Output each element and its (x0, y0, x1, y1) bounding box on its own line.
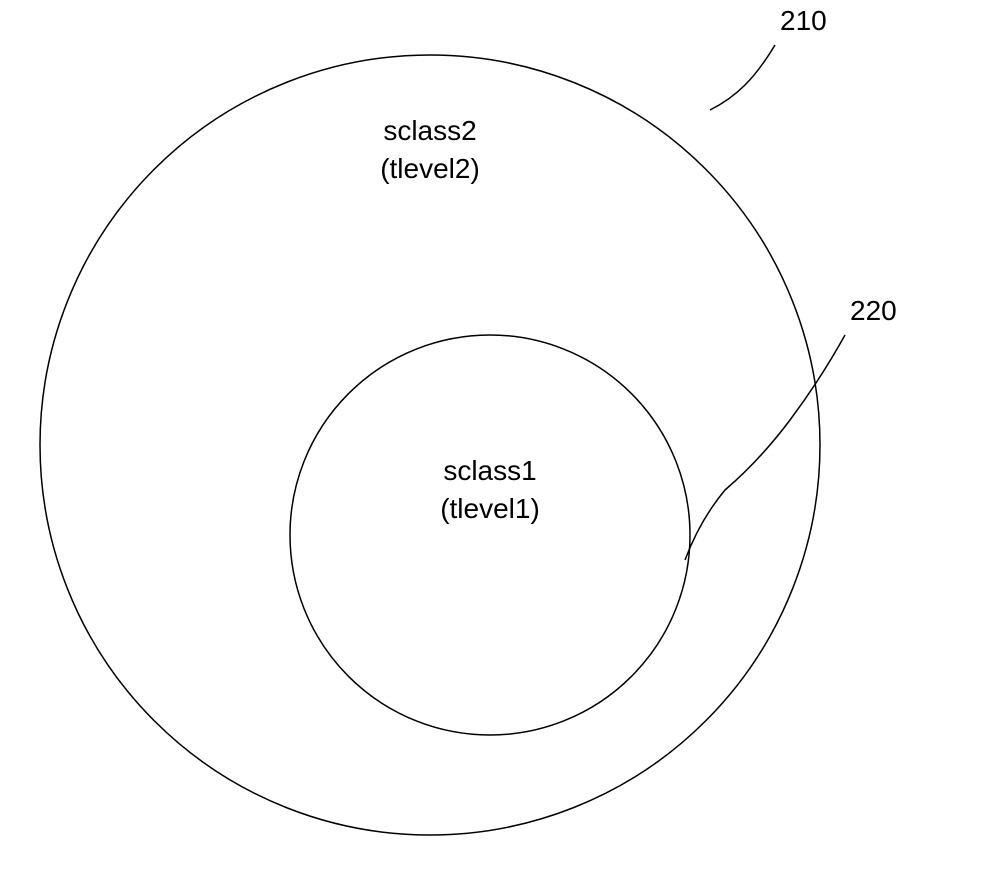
outer-circle-ref-number: 210 (780, 5, 827, 36)
inner-circle-label-line1: sclass1 (443, 455, 536, 486)
venn-diagram-svg: sclass2 (tlevel2) sclass1 (tlevel1) 210 … (0, 0, 1000, 890)
outer-circle-leader (710, 45, 775, 110)
inner-circle-ref-number: 220 (850, 295, 897, 326)
outer-circle-label-line2: (tlevel2) (380, 153, 480, 184)
inner-circle-leader (685, 335, 845, 560)
diagram-container: sclass2 (tlevel2) sclass1 (tlevel1) 210 … (0, 0, 1000, 890)
inner-circle (290, 335, 690, 735)
inner-circle-label-line2: (tlevel1) (440, 493, 540, 524)
outer-circle-label-line1: sclass2 (383, 115, 476, 146)
